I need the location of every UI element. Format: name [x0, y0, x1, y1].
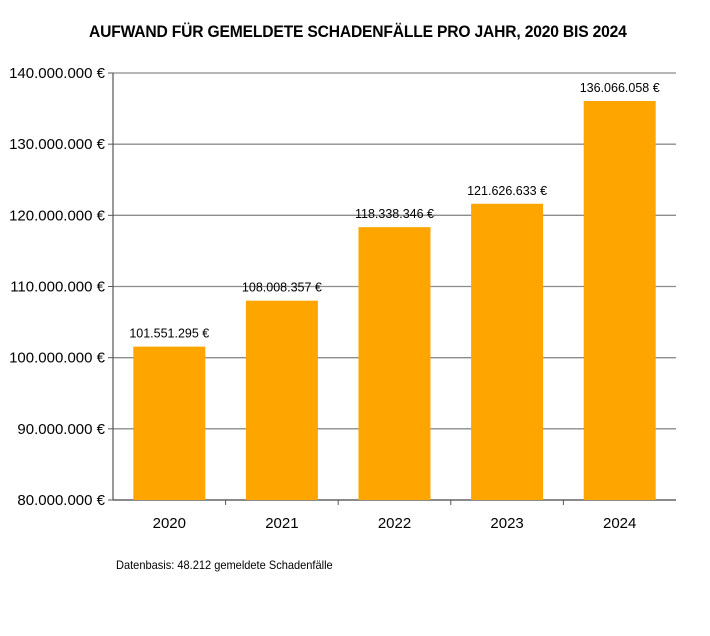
bar [358, 227, 431, 501]
footnote: Datenbasis: 48.212 gemeldete Schadenfäll… [116, 558, 333, 572]
bar [583, 100, 656, 500]
data-label: 101.551.295 € [129, 327, 209, 341]
y-tick-label: 130.000.000 € [9, 136, 106, 153]
y-tick-label: 80.000.000 € [17, 492, 105, 509]
data-label: 121.626.633 € [467, 184, 547, 198]
data-label: 136.066.058 € [580, 81, 660, 95]
x-tick-label: 2021 [265, 515, 298, 532]
data-label: 108.008.357 € [242, 281, 322, 295]
data-label: 118.338.346 € [355, 207, 434, 221]
x-tick-label: 2023 [490, 515, 523, 532]
y-tick-label: 110.000.000 € [10, 279, 105, 296]
x-tick-label: 2024 [603, 515, 636, 532]
chart-title: AUFWAND FÜR GEMELDETE SCHADENFÄLLE PRO J… [88, 22, 627, 41]
x-tick-label: 2022 [378, 515, 411, 532]
y-tick-label: 120.000.000 € [9, 207, 106, 224]
y-tick-label: 100.000.000 € [9, 350, 106, 367]
y-tick-label: 90.000.000 € [17, 421, 105, 438]
bar [245, 300, 318, 500]
bar [133, 346, 206, 500]
bar [471, 203, 544, 500]
x-tick-label: 2020 [153, 515, 186, 532]
y-tick-label: 140.000.000 € [9, 65, 106, 82]
